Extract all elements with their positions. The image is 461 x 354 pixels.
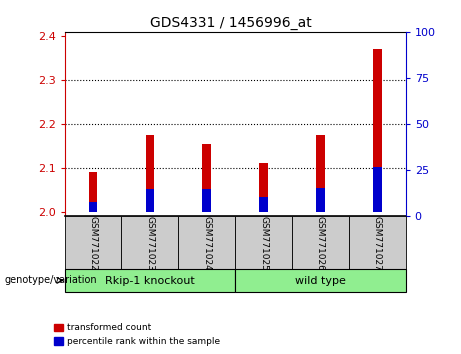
Bar [316,135,325,212]
Bar [65,269,235,292]
Text: GDS4331 / 1456996_at: GDS4331 / 1456996_at [150,16,311,30]
Bar [178,216,235,271]
Bar [89,202,97,212]
Bar [146,189,154,212]
Text: wild type: wild type [295,275,346,286]
Text: GSM771025: GSM771025 [259,216,268,271]
Bar [65,216,121,271]
Text: GSM771027: GSM771027 [373,216,382,271]
Bar [202,144,211,212]
Text: GSM771024: GSM771024 [202,216,211,271]
Bar [373,167,382,212]
Bar [373,50,382,212]
Bar [292,216,349,271]
Bar [259,163,268,212]
Bar [121,216,178,271]
Bar [259,197,268,212]
Legend: transformed count, percentile rank within the sample: transformed count, percentile rank withi… [51,320,224,349]
Bar [202,189,211,212]
Bar [316,188,325,212]
Bar [146,135,154,212]
Text: GSM771023: GSM771023 [145,216,154,271]
Bar [349,216,406,271]
Bar [235,269,406,292]
Text: genotype/variation: genotype/variation [5,275,97,285]
Text: GSM771026: GSM771026 [316,216,325,271]
Bar [235,216,292,271]
Text: GSM771022: GSM771022 [89,216,97,271]
Text: Rkip-1 knockout: Rkip-1 knockout [105,275,195,286]
Bar [89,172,97,212]
